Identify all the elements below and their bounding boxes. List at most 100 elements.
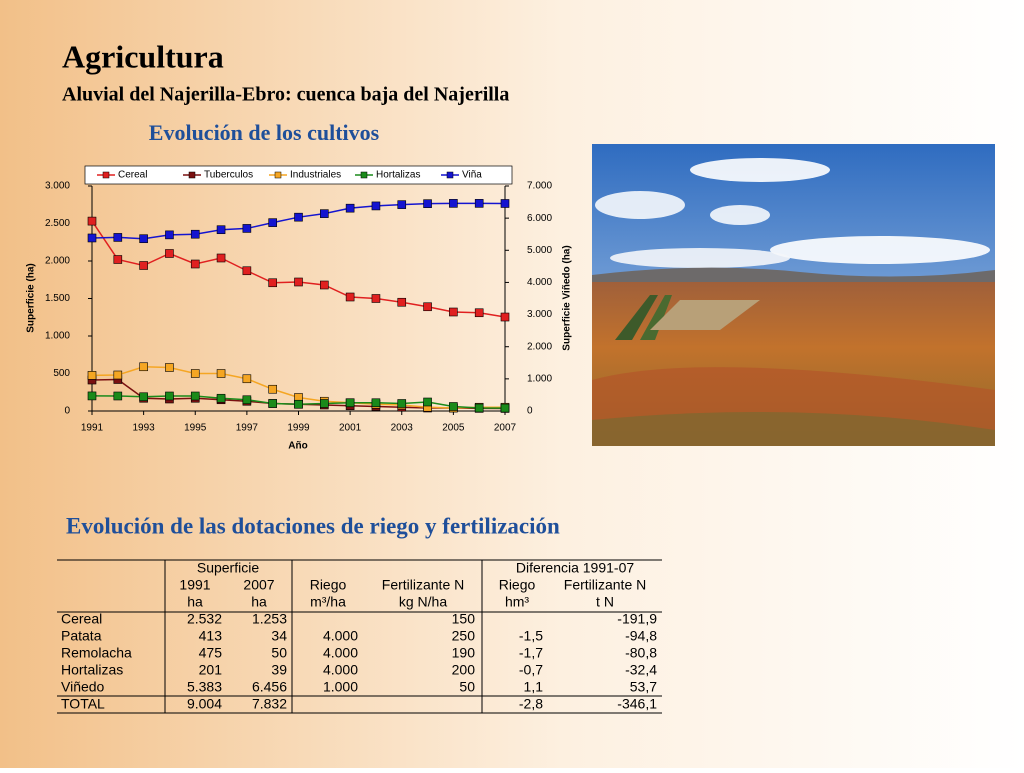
marker [190, 391, 200, 401]
marker [268, 399, 277, 408]
table-header: Riego [310, 577, 347, 593]
x-tick-label: 2007 [494, 423, 517, 434]
marker [500, 312, 510, 322]
x-tick-label: 1991 [81, 423, 104, 434]
legend-label: Viña [462, 170, 482, 181]
table-header: Riego [499, 577, 536, 593]
marker [294, 212, 303, 222]
table-cell: 475 [199, 645, 223, 661]
marker [87, 391, 97, 401]
marker [371, 294, 381, 303]
marker [165, 230, 174, 240]
marker [397, 399, 407, 408]
marker [190, 369, 200, 378]
table-header: ha [251, 594, 267, 610]
legend-label: Industriales [290, 170, 341, 181]
table-cell: 53,7 [630, 679, 657, 695]
legend-label: Hortalizas [376, 170, 420, 181]
table-header: t N [596, 594, 614, 610]
table-cell: 4.000 [323, 662, 358, 678]
table-cell: -2,8 [519, 696, 543, 712]
table-cell: 200 [452, 662, 476, 678]
marker [345, 203, 355, 213]
table-cell: 250 [452, 628, 476, 644]
marker [113, 255, 123, 264]
legend-marker [446, 171, 454, 179]
marker [216, 369, 226, 378]
table-group: Superficie [197, 560, 259, 576]
table-cell: -346,1 [617, 696, 657, 712]
table-header: Fertilizante N [382, 577, 464, 593]
y-tick-label: 500 [53, 368, 70, 379]
table-cell: 4.000 [323, 645, 358, 661]
marker [242, 374, 252, 384]
marker [242, 224, 252, 233]
marker [87, 233, 97, 243]
marker [423, 397, 432, 407]
table-header: 1991 [179, 577, 210, 593]
x-axis-label: Año [288, 441, 307, 452]
marker [113, 233, 123, 242]
marker [139, 362, 148, 372]
table-cell: -191,9 [617, 611, 657, 627]
table-cell: -80,8 [625, 645, 657, 661]
marker [449, 402, 458, 411]
table-cell: 413 [199, 628, 223, 644]
legend-marker [360, 171, 368, 179]
marker [294, 277, 303, 287]
table-heading: Evolución de las dotaciones de riego y f… [66, 513, 560, 538]
table-cell: 1.000 [323, 679, 358, 695]
table-cell: Patata [61, 628, 102, 644]
marker [216, 225, 226, 235]
marker [216, 253, 226, 263]
marker [449, 199, 458, 208]
table-group: Diferencia 1991-07 [516, 560, 635, 576]
table-cell: -1,7 [519, 645, 543, 661]
marker [397, 297, 407, 307]
subtitle: Aluvial del Najerilla-Ebro: cuenca baja … [62, 84, 509, 106]
y-tick-label: 2.000 [45, 256, 70, 267]
y-tick-label: 1.000 [45, 331, 70, 342]
table-header: 2007 [243, 577, 274, 593]
marker [500, 403, 510, 413]
marker [397, 200, 407, 209]
y-tick-label: 1.500 [45, 293, 70, 304]
table-cell: 150 [452, 611, 476, 627]
marker [320, 280, 329, 290]
y2-tick-label: 6.000 [527, 213, 552, 224]
x-tick-label: 2001 [339, 423, 362, 434]
marker [423, 302, 432, 312]
marker [345, 292, 355, 302]
table-header: Fertilizante N [564, 577, 646, 593]
table-cell: 2.532 [187, 611, 222, 627]
y-axis-label: Superficie (ha) [26, 263, 37, 332]
table-cell: TOTAL [61, 696, 105, 712]
x-tick-label: 1997 [236, 423, 259, 434]
y2-tick-label: 4.000 [527, 277, 552, 288]
table-cell: 190 [452, 645, 476, 661]
marker [87, 371, 97, 380]
table-cell: Cereal [61, 611, 102, 627]
y2-tick-label: 7.000 [527, 181, 552, 192]
table-cell: 6.456 [252, 679, 287, 695]
table-cell: 201 [199, 662, 223, 678]
table-cell: -0,7 [519, 662, 543, 678]
y2-tick-label: 5.000 [527, 245, 552, 256]
x-tick-label: 1999 [287, 423, 310, 434]
marker [242, 395, 252, 405]
y2-tick-label: 3.000 [527, 309, 552, 320]
marker [268, 384, 277, 394]
y-tick-label: 2.500 [45, 218, 70, 229]
table-cell: 9.004 [187, 696, 222, 712]
table-header: ha [187, 594, 203, 610]
table-cell: 1.253 [252, 611, 287, 627]
marker [139, 234, 148, 244]
marker [423, 199, 432, 208]
title: Agricultura [62, 38, 224, 74]
marker [216, 393, 226, 403]
table-cell: 7.832 [252, 696, 287, 712]
marker [500, 199, 510, 208]
table-cell: -32,4 [625, 662, 657, 678]
x-tick-label: 1993 [133, 423, 156, 434]
marker [165, 363, 174, 372]
